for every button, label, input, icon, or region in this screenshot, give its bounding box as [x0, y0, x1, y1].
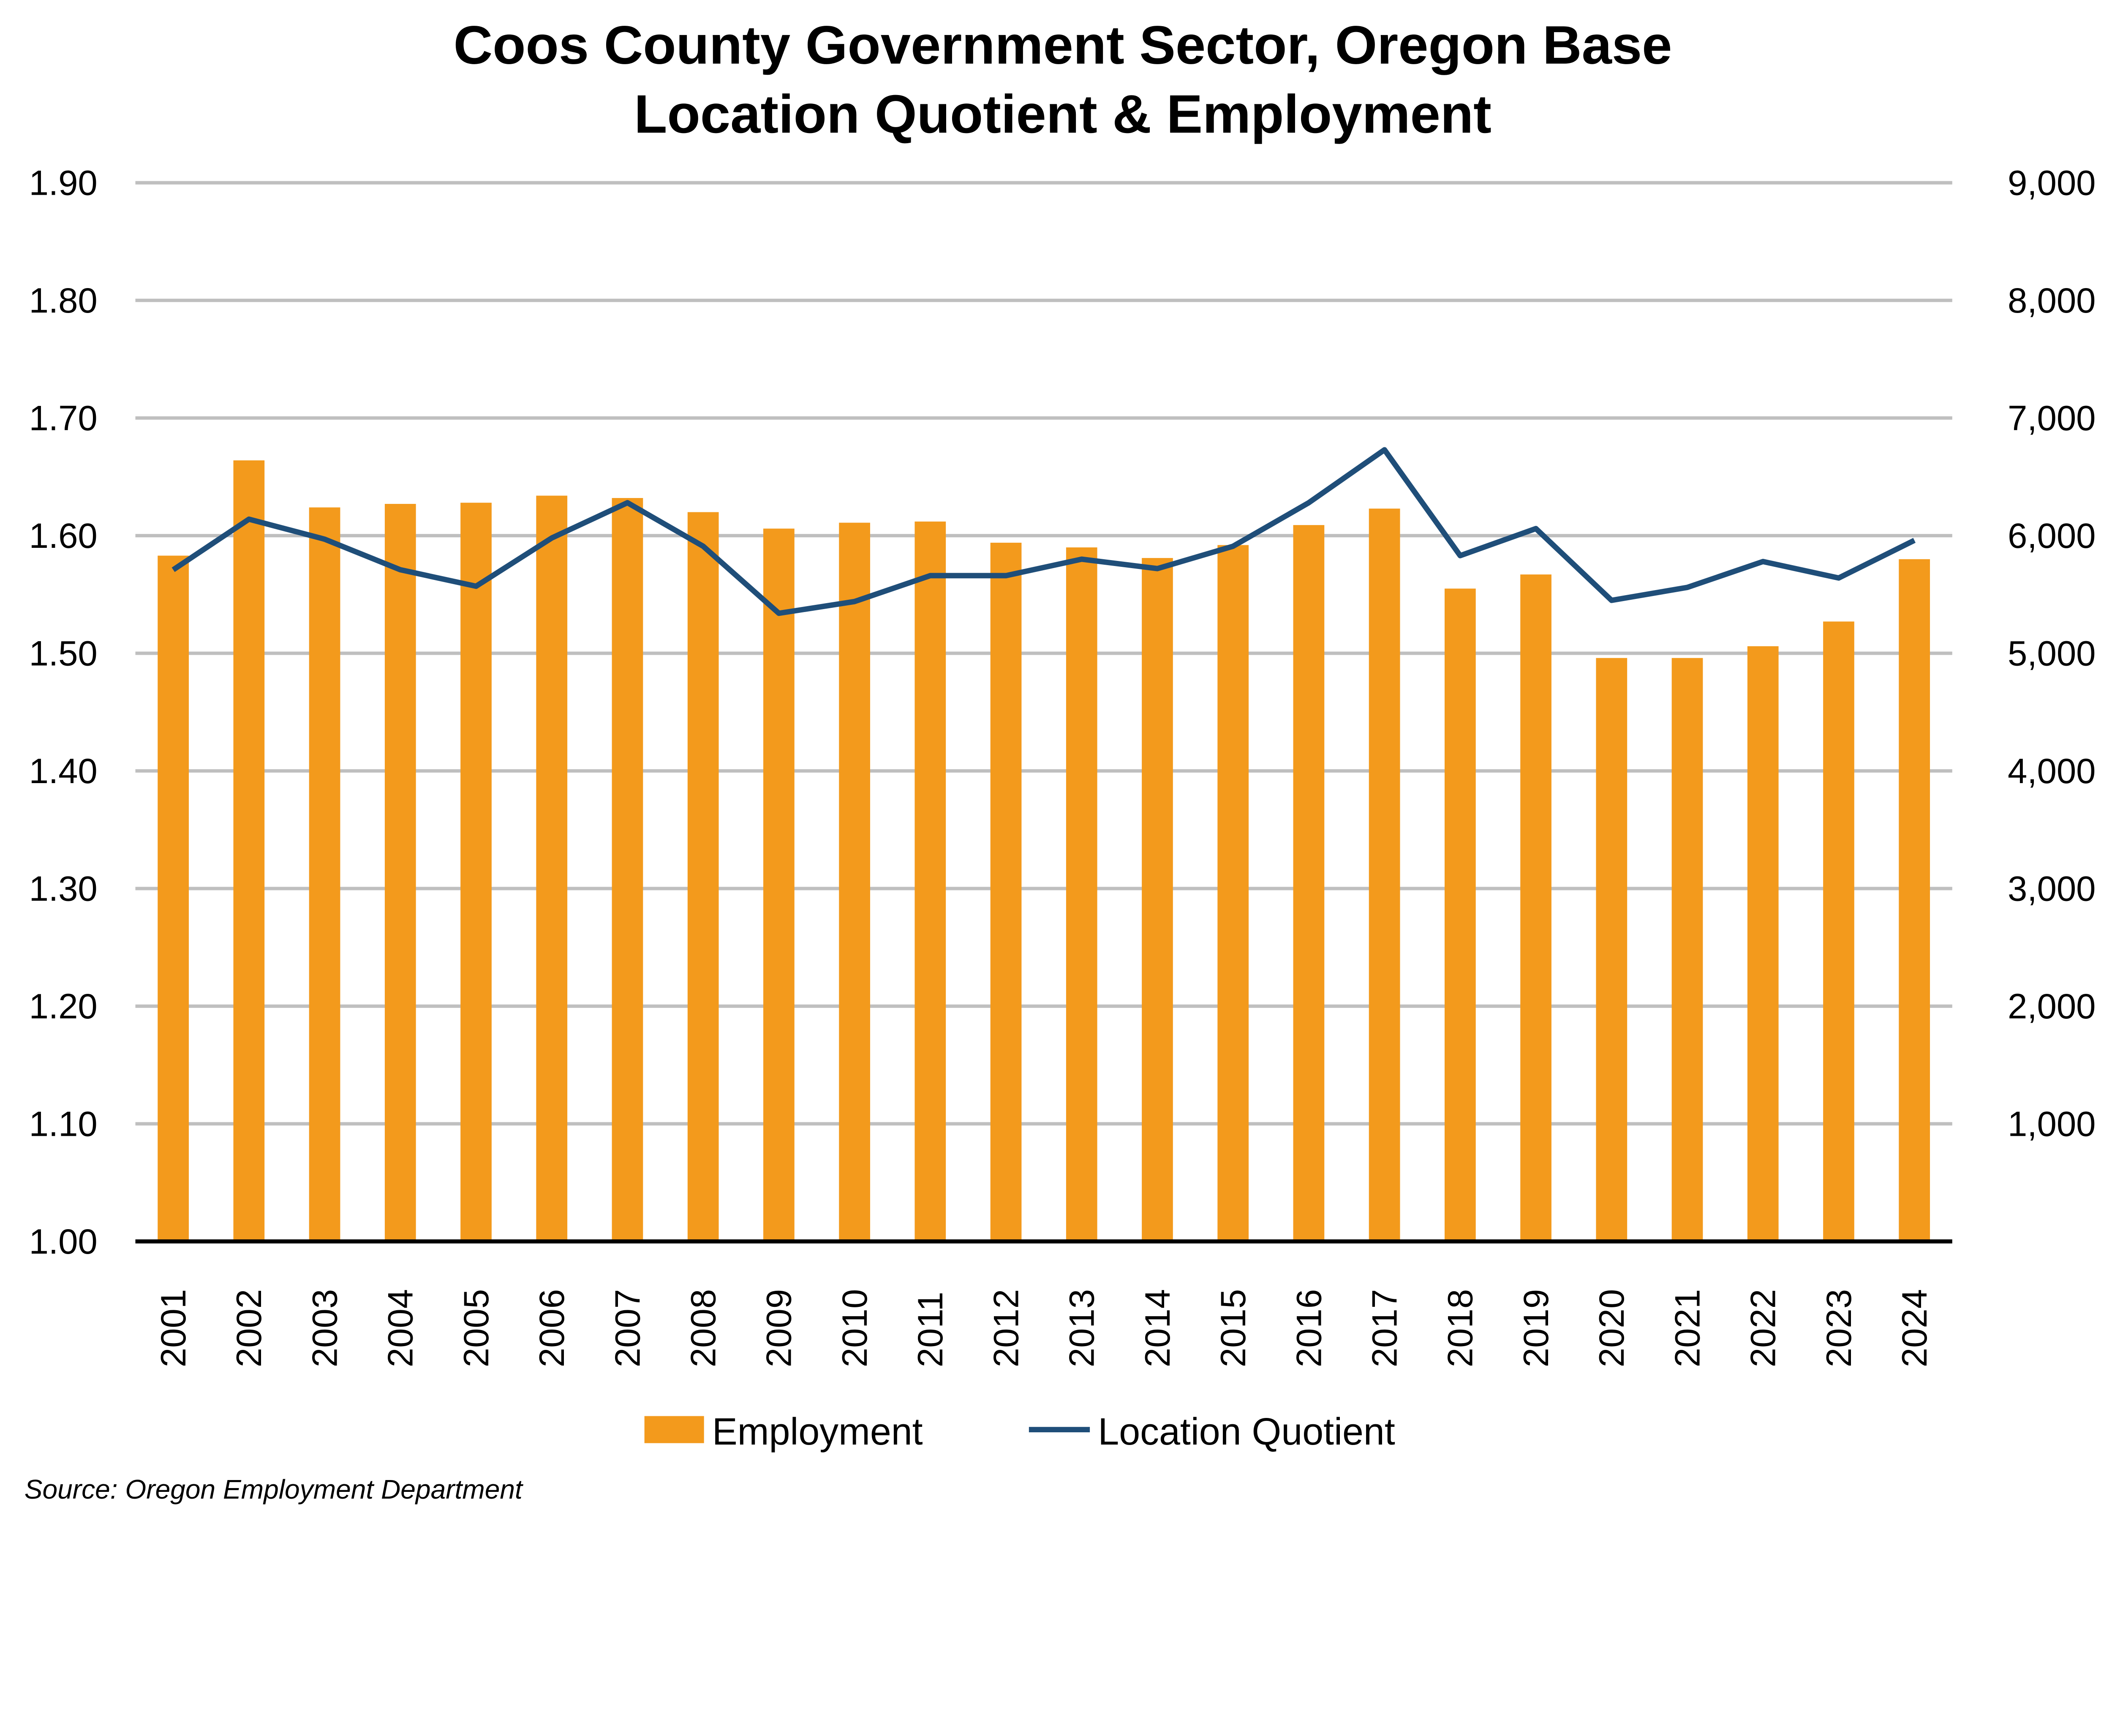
employment-bar — [536, 495, 568, 1242]
left-axis-tick-label: 1.60 — [29, 516, 98, 555]
left-axis-tick-label: 1.20 — [29, 987, 98, 1026]
employment-bar — [1369, 509, 1400, 1242]
x-axis-tick-label: 2019 — [1516, 1289, 1556, 1367]
employment-bar — [839, 522, 870, 1242]
right-axis-tick-label: 2,000 — [2008, 987, 2096, 1026]
x-axis-tick-label: 2011 — [911, 1292, 950, 1367]
employment-bar — [1445, 588, 1476, 1242]
employment-bar — [1747, 646, 1779, 1242]
legend-label-employment: Employment — [712, 1411, 923, 1453]
x-axis-tick-label: 2008 — [684, 1289, 723, 1367]
employment-bar — [763, 528, 795, 1242]
x-axis-tick-label: 2023 — [1819, 1289, 1859, 1367]
x-axis-tick-label: 2004 — [381, 1289, 420, 1367]
employment-bar — [1823, 621, 1854, 1242]
x-axis-tick-label: 2021 — [1668, 1289, 1707, 1367]
legend-label-location-quotient: Location Quotient — [1098, 1411, 1395, 1453]
x-axis-tick-label: 2024 — [1895, 1289, 1934, 1367]
x-axis-tick-label: 2009 — [759, 1289, 799, 1367]
employment-bar — [309, 507, 340, 1242]
legend-swatch-employment — [644, 1416, 704, 1443]
left-axis-tick-label: 1.90 — [29, 163, 98, 203]
left-axis-tick-label: 1.10 — [29, 1104, 98, 1143]
employment-bar — [1671, 658, 1703, 1242]
x-axis-tick-label: 2016 — [1289, 1289, 1328, 1367]
left-axis-tick-label: 1.30 — [29, 869, 98, 908]
right-axis-tick-label: 5,000 — [2008, 634, 2096, 673]
left-axis-tick-label: 1.40 — [29, 751, 98, 791]
right-axis-tick-label: 4,000 — [2008, 751, 2096, 791]
x-axis-tick-label: 2001 — [154, 1289, 193, 1367]
employment-bar — [384, 503, 416, 1242]
left-axis-tick-label: 1.00 — [29, 1222, 98, 1261]
right-axis-tick-label: 6,000 — [2008, 516, 2096, 555]
x-axis-tick-label: 2013 — [1062, 1289, 1102, 1367]
location-quotient-line-path — [171, 447, 1916, 616]
x-axis-tick-label: 2022 — [1744, 1289, 1783, 1367]
right-axis-tick-label: 3,000 — [2008, 869, 2096, 908]
x-axis-tick-label: 2005 — [457, 1289, 496, 1367]
employment-bar — [158, 555, 189, 1242]
employment-bar — [1142, 558, 1173, 1242]
left-axis-tick-label: 1.50 — [29, 634, 98, 673]
right-axis-tick-label: 8,000 — [2008, 281, 2096, 320]
chart-title-line-1: Coos County Government Sector, Oregon Ba… — [454, 15, 1672, 76]
employment-bar — [1066, 547, 1097, 1242]
location-quotient-line — [171, 447, 1916, 616]
x-axis-tick-label: 2020 — [1592, 1289, 1631, 1367]
employment-bar — [1899, 559, 1930, 1242]
employment-bar — [612, 498, 643, 1242]
x-axis-tick-label: 2006 — [532, 1289, 572, 1367]
legend: Employment Location Quotient — [644, 1411, 1395, 1453]
location-quotient-point — [1611, 600, 1612, 601]
right-axis-tick-label: 7,000 — [2008, 399, 2096, 438]
location-quotient-point — [1914, 540, 1915, 541]
employment-bar — [1520, 574, 1551, 1242]
gridlines — [135, 181, 1952, 1126]
axes: 1.00 1.10 1,000 1.20 2,000 1.30 3,000 1.40 4,000… — [29, 163, 2096, 1368]
employment-bar — [1217, 545, 1249, 1242]
employment-bar — [990, 542, 1022, 1242]
source-note: Source: Oregon Employment Department — [24, 1474, 524, 1505]
right-axis-tick-label: 9,000 — [2008, 163, 2096, 203]
x-axis-tick-label: 2018 — [1441, 1289, 1480, 1367]
x-axis-tick-label: 2010 — [835, 1289, 874, 1367]
x-axis-tick-label: 2015 — [1214, 1289, 1253, 1367]
location-quotient-point — [1081, 559, 1082, 560]
employment-bar — [914, 521, 946, 1242]
employment-bars — [158, 460, 1930, 1242]
left-axis-tick-label: 1.70 — [29, 399, 98, 438]
employment-bar — [687, 512, 719, 1242]
left-axis-tick-label: 1.80 — [29, 281, 98, 320]
x-axis-tick-label: 2003 — [305, 1289, 344, 1367]
chart-title-line-2: Location Quotient & Employment — [634, 84, 1491, 144]
right-axis-tick-label: 1,000 — [2008, 1104, 2096, 1143]
x-axis-tick-label: 2014 — [1138, 1289, 1177, 1367]
x-axis-tick-label: 2002 — [229, 1289, 269, 1367]
location-quotient-point — [1460, 555, 1461, 556]
x-axis-tick-label: 2017 — [1365, 1289, 1404, 1367]
employment-bar — [1293, 525, 1325, 1242]
employment-bar — [1596, 658, 1628, 1242]
x-axis-tick-label: 2012 — [986, 1289, 1026, 1367]
employment-bar — [460, 503, 492, 1242]
chart: Coos County Government Sector, Oregon Ba… — [24, 15, 2096, 1505]
employment-bar — [233, 460, 265, 1242]
x-axis-tick-label: 2007 — [608, 1289, 647, 1367]
